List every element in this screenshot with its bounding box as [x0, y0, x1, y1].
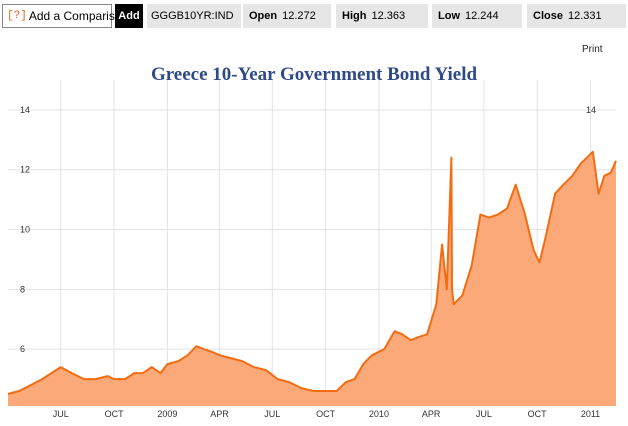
close-stat: Close 12.331 [527, 4, 626, 28]
ticker-symbol: GGGB10YR:IND [147, 4, 241, 28]
print-link[interactable]: Print [582, 44, 603, 55]
add-button[interactable]: Add [115, 4, 143, 28]
yield-area [8, 151, 616, 406]
high-label: High [342, 10, 367, 22]
x-tick-label: 2011 [581, 409, 600, 419]
low-stat: Low 12.244 [432, 4, 522, 28]
x-axis: JUL OCT 2009 APR JUL OCT 2010 APR JUL OCT 2011 [53, 409, 600, 419]
x-tick-label: OCT [528, 409, 548, 419]
x-tick-label: 2009 [157, 409, 177, 419]
open-label: Open [249, 10, 278, 22]
yield-line [7, 150, 617, 395]
high-stat: High 12.363 [336, 4, 428, 28]
y-tick-label: 6 [20, 344, 25, 354]
add-comparison-label: Add a Comparison [28, 9, 129, 23]
low-value: 12.244 [465, 10, 499, 22]
y-tick-label: 8 [20, 284, 25, 294]
x-tick-label: APR [210, 409, 229, 419]
open-value: 12.272 [282, 10, 316, 22]
low-label: Low [438, 10, 460, 22]
add-comparison-button[interactable]: [?] Add a Comparison [2, 4, 128, 28]
close-value: 12.331 [567, 10, 602, 22]
y-tick-label: 14 [586, 105, 596, 115]
x-tick-label: JUL [264, 409, 280, 419]
x-tick-label: 2010 [369, 409, 389, 419]
y-tick-label: 14 [20, 105, 30, 115]
x-tick-label: OCT [316, 409, 336, 419]
chart-title: Greece 10-Year Government Bond Yield [150, 64, 478, 85]
y-axis-left: 6 8 10 12 14 [20, 105, 30, 354]
y-tick-label: 12 [20, 165, 30, 175]
help-icon: [?] [7, 10, 27, 22]
chart-toolbar: [?] Add a Comparison Add GGGB10YR:IND Op… [0, 0, 628, 32]
close-label: Close [533, 10, 563, 22]
x-tick-label: APR [422, 409, 441, 419]
x-tick-label: JUL [53, 409, 69, 419]
x-tick-label: JUL [476, 409, 492, 419]
high-value: 12.363 [371, 10, 406, 22]
x-tick-label: OCT [105, 409, 125, 419]
open-stat: Open 12.272 [243, 4, 331, 28]
y-tick-label: 10 [20, 225, 30, 235]
